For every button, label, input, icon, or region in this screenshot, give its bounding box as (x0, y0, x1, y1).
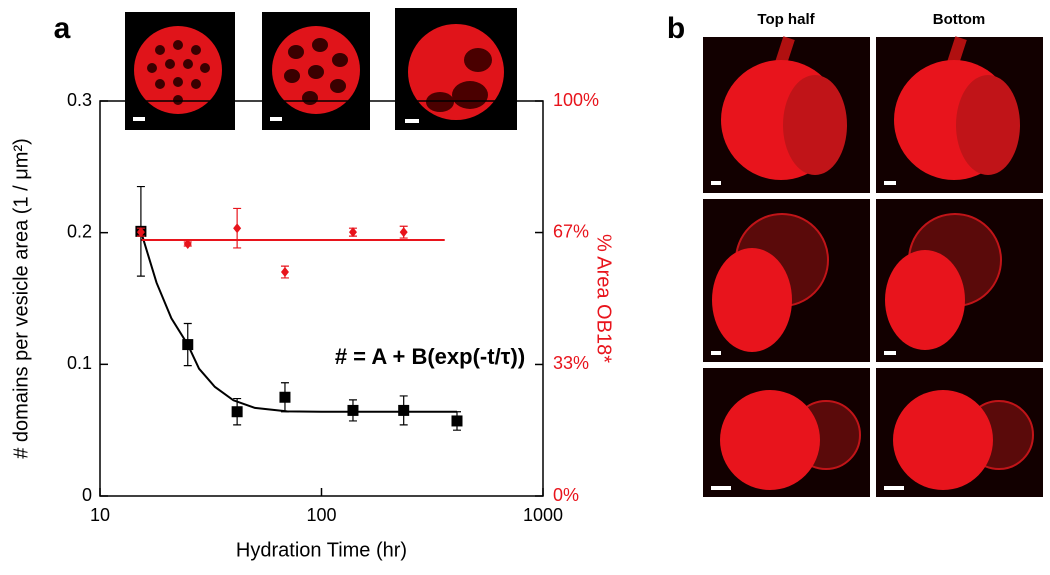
inset-micrographs (125, 8, 517, 130)
data-point (183, 238, 192, 249)
y-tick-label: 0.3 (67, 90, 92, 110)
annotation: # = A + B(exp(-t/τ)) (335, 344, 525, 369)
x-tick-label: 100 (306, 505, 336, 525)
data-point (279, 391, 291, 403)
data-point (347, 404, 359, 416)
y2-axis-title: % Area OB18* (593, 234, 615, 363)
data-point (182, 339, 194, 351)
data-point (231, 406, 243, 418)
column-header: Top half (757, 11, 815, 28)
x-axis-title: Hydration Time (hr) (236, 539, 407, 561)
data-point (398, 404, 410, 416)
y-tick-label: 0.1 (67, 353, 92, 373)
y2-tick-label: 67% (553, 221, 589, 241)
data-point (451, 415, 463, 427)
data-point (233, 223, 242, 234)
data-point (280, 267, 289, 278)
x-tick-label: 1000 (523, 505, 563, 525)
micrograph-grid (703, 36, 1043, 497)
fit-line (139, 231, 457, 413)
data-point (136, 227, 145, 238)
y-tick-label: 0 (82, 485, 92, 505)
y-axis-title: # domains per vesicle area (1 / μm²) (10, 138, 32, 459)
y2-tick-label: 33% (553, 353, 589, 373)
column-header: Bottom (933, 11, 986, 28)
y-tick-label: 0.2 (67, 221, 92, 241)
x-tick-label: 10 (90, 505, 110, 525)
plot: 10 100 1000 0 0.1 0.2 0.3 0% 33% 67% 100% Hydration… (10, 90, 614, 562)
y2-tick-label: 100% (553, 90, 599, 110)
data-point (348, 227, 357, 238)
panel-label: a (54, 12, 71, 45)
plot-frame (99, 100, 544, 497)
data-point (399, 227, 408, 238)
panel-label: b (667, 12, 685, 45)
y2-tick-label: 0% (553, 485, 579, 505)
